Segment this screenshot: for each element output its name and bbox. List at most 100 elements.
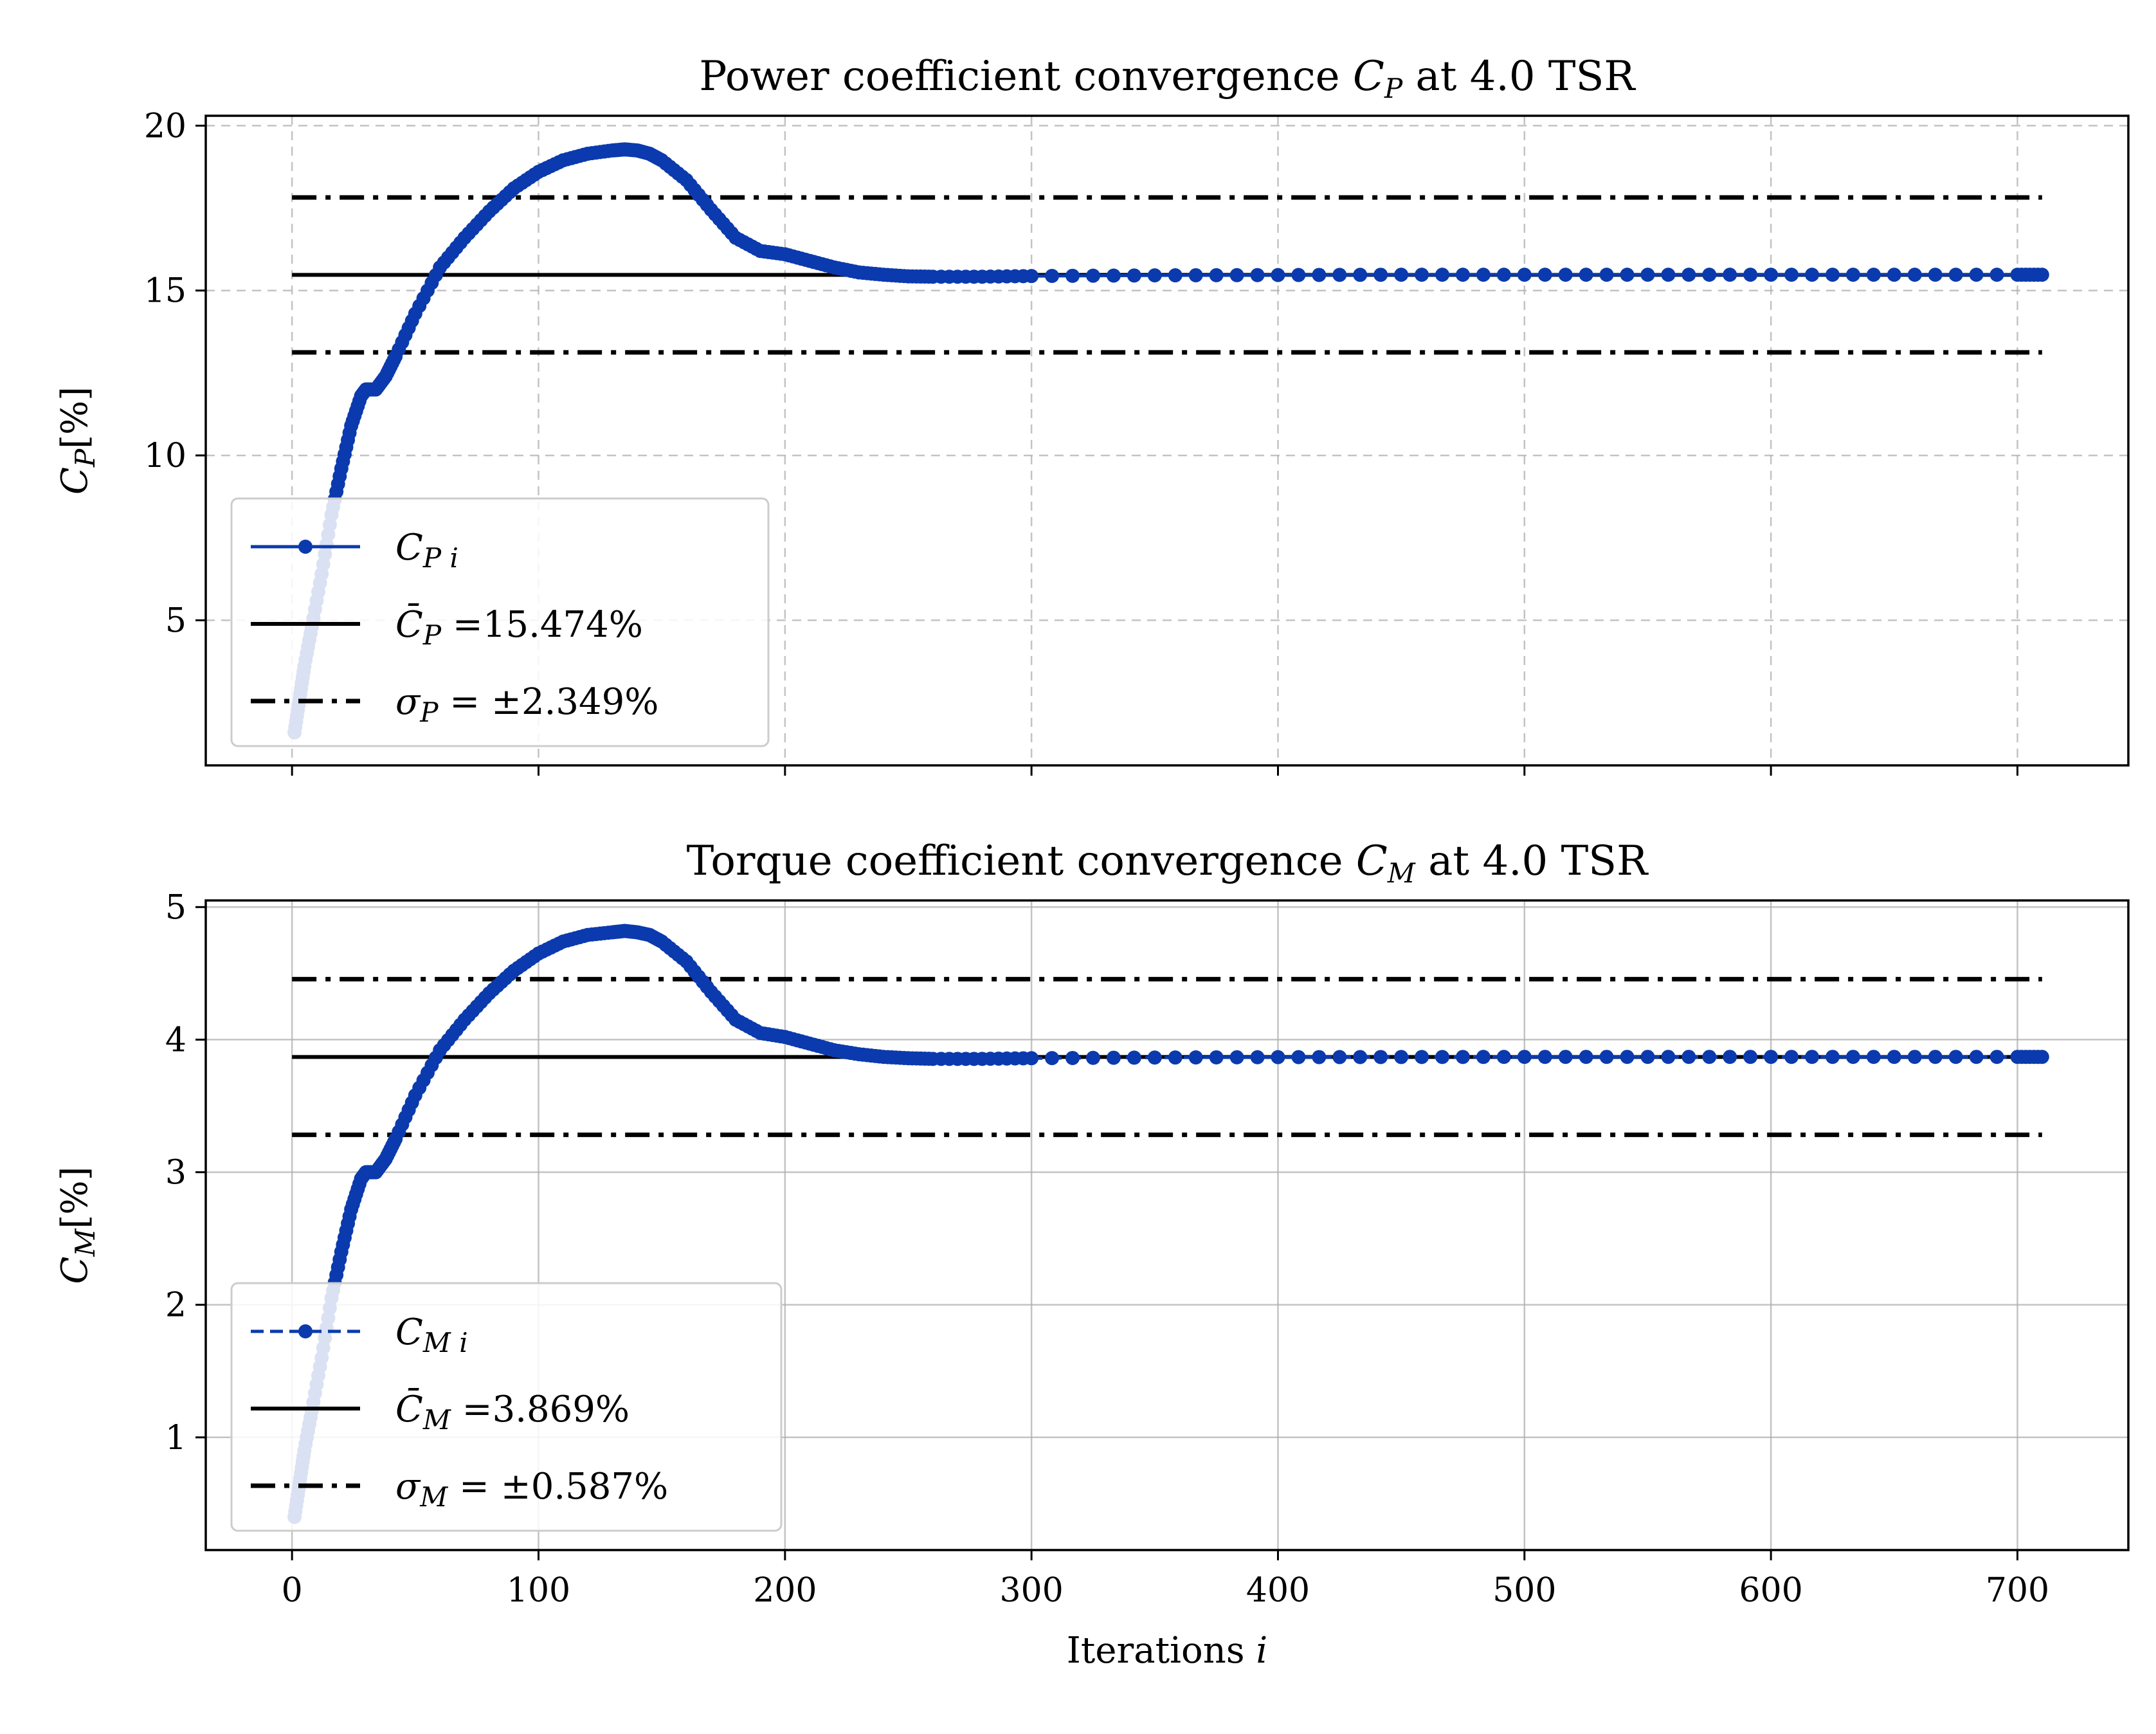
series-point	[453, 1018, 468, 1032]
legend: CP iC̄P =15.474%σP = ±2.349%	[230, 497, 770, 747]
series-point	[1332, 268, 1347, 282]
series-point	[1887, 1050, 1901, 1064]
series-point	[1476, 1050, 1490, 1064]
series-point	[404, 1095, 419, 1110]
series-point	[1045, 1051, 1060, 1066]
series-point	[1681, 268, 1696, 282]
series-point	[1764, 268, 1779, 282]
y-tick-label: 5	[165, 601, 186, 640]
y-tick-label: 10	[144, 437, 186, 475]
series-point	[1845, 1050, 1860, 1064]
series-point	[2031, 268, 2045, 282]
legend-variable: C	[395, 1311, 423, 1353]
series-point	[2031, 1050, 2045, 1064]
title-variable: C	[1353, 53, 1384, 100]
series-point	[1579, 1050, 1593, 1064]
title-tail: at 4.0 TSR	[1415, 837, 1649, 885]
legend-variable: σ	[395, 1466, 421, 1508]
series-point	[342, 426, 357, 441]
title-subscript: P	[1384, 73, 1403, 104]
legend-subscript: P	[422, 619, 442, 651]
series-point	[1723, 1050, 1737, 1064]
chart-title: Power coefficient convergence CP at 4.0 …	[699, 53, 1636, 104]
series-point	[386, 1135, 401, 1150]
legend-subscript: P i	[422, 542, 458, 574]
series-point	[1332, 1050, 1347, 1064]
series-point	[428, 1050, 443, 1065]
series-point	[1599, 268, 1614, 282]
title-tail: at 4.0 TSR	[1402, 53, 1636, 100]
series-point	[1825, 268, 1840, 282]
series-point	[1517, 1050, 1532, 1064]
series-point	[1517, 268, 1532, 282]
series-point	[1373, 268, 1388, 282]
series-point	[1394, 1050, 1409, 1064]
series-point	[1065, 1050, 1080, 1065]
series-point	[1887, 268, 1901, 282]
series-point	[1743, 1050, 1758, 1064]
series-point	[332, 469, 347, 484]
series-point	[428, 268, 443, 282]
series-point	[1537, 268, 1552, 282]
y-tick-label: 1	[165, 1419, 186, 1457]
legend-value: =15.474%	[441, 604, 643, 646]
series-point	[1928, 1050, 1943, 1064]
series-point	[1537, 1050, 1552, 1064]
series-point	[966, 269, 981, 284]
axes-frame	[204, 899, 2130, 1551]
series-point	[1723, 268, 1737, 282]
legend-variable: C	[395, 527, 423, 569]
y-label-unit: [%]	[54, 1167, 96, 1229]
y-tick-label: 4	[165, 1021, 186, 1059]
y-tick-label: 15	[144, 272, 186, 311]
x-tick-label: 0	[282, 1571, 303, 1610]
series-point	[453, 235, 468, 250]
series-point	[1188, 268, 1203, 282]
legend-value: = ±2.349%	[439, 681, 659, 723]
series-point	[1558, 268, 1573, 282]
series-point	[1271, 1050, 1285, 1064]
series-point	[1784, 1050, 1799, 1064]
series-point	[1291, 268, 1306, 282]
series-point	[1086, 1050, 1100, 1065]
series-point	[1353, 1050, 1368, 1064]
series-point	[1579, 268, 1593, 282]
legend-label: C̄M =3.869%	[395, 1387, 630, 1436]
series-point	[1312, 1050, 1327, 1064]
y-label-subscript: M	[69, 1228, 101, 1257]
series-point	[1928, 268, 1943, 282]
x-tick-label: 600	[1739, 1571, 1803, 1610]
y-tick-label: 2	[165, 1286, 186, 1325]
title-text: Torque coefficient convergence	[687, 837, 1356, 885]
axes-frame	[204, 114, 2130, 767]
series-point	[1702, 1050, 1717, 1064]
title-subscript: M	[1387, 857, 1416, 889]
series-point	[1969, 1050, 1984, 1064]
series-point	[1989, 268, 2004, 282]
series-point	[1415, 1050, 1429, 1064]
y-axis-label: CP[%]	[54, 387, 101, 495]
series-point	[1845, 268, 1860, 282]
series-point	[1866, 1050, 1881, 1064]
series-point	[1435, 1050, 1450, 1064]
series-point	[1106, 1050, 1121, 1065]
legend: CM iC̄M =3.869%σM = ±0.587%	[230, 1282, 783, 1532]
series-point	[404, 313, 419, 328]
legend-series-marker	[298, 1324, 313, 1338]
series-point	[1456, 268, 1470, 282]
series-point	[1805, 268, 1820, 282]
chart-title: Torque coefficient convergence CM at 4.0…	[687, 837, 1649, 889]
legend-variable: C̄	[395, 1387, 423, 1430]
series-point	[1866, 268, 1881, 282]
series-point	[332, 1252, 347, 1267]
x-label-text: Iterations	[1067, 1630, 1256, 1672]
series-point	[1620, 1050, 1635, 1064]
series-point	[1065, 268, 1080, 283]
series-point	[1250, 268, 1265, 282]
legend-series-marker	[298, 540, 313, 554]
y-tick-label: 3	[165, 1154, 186, 1192]
series-point	[921, 269, 936, 284]
series-point	[1805, 1050, 1820, 1064]
series-point	[1250, 1050, 1265, 1064]
